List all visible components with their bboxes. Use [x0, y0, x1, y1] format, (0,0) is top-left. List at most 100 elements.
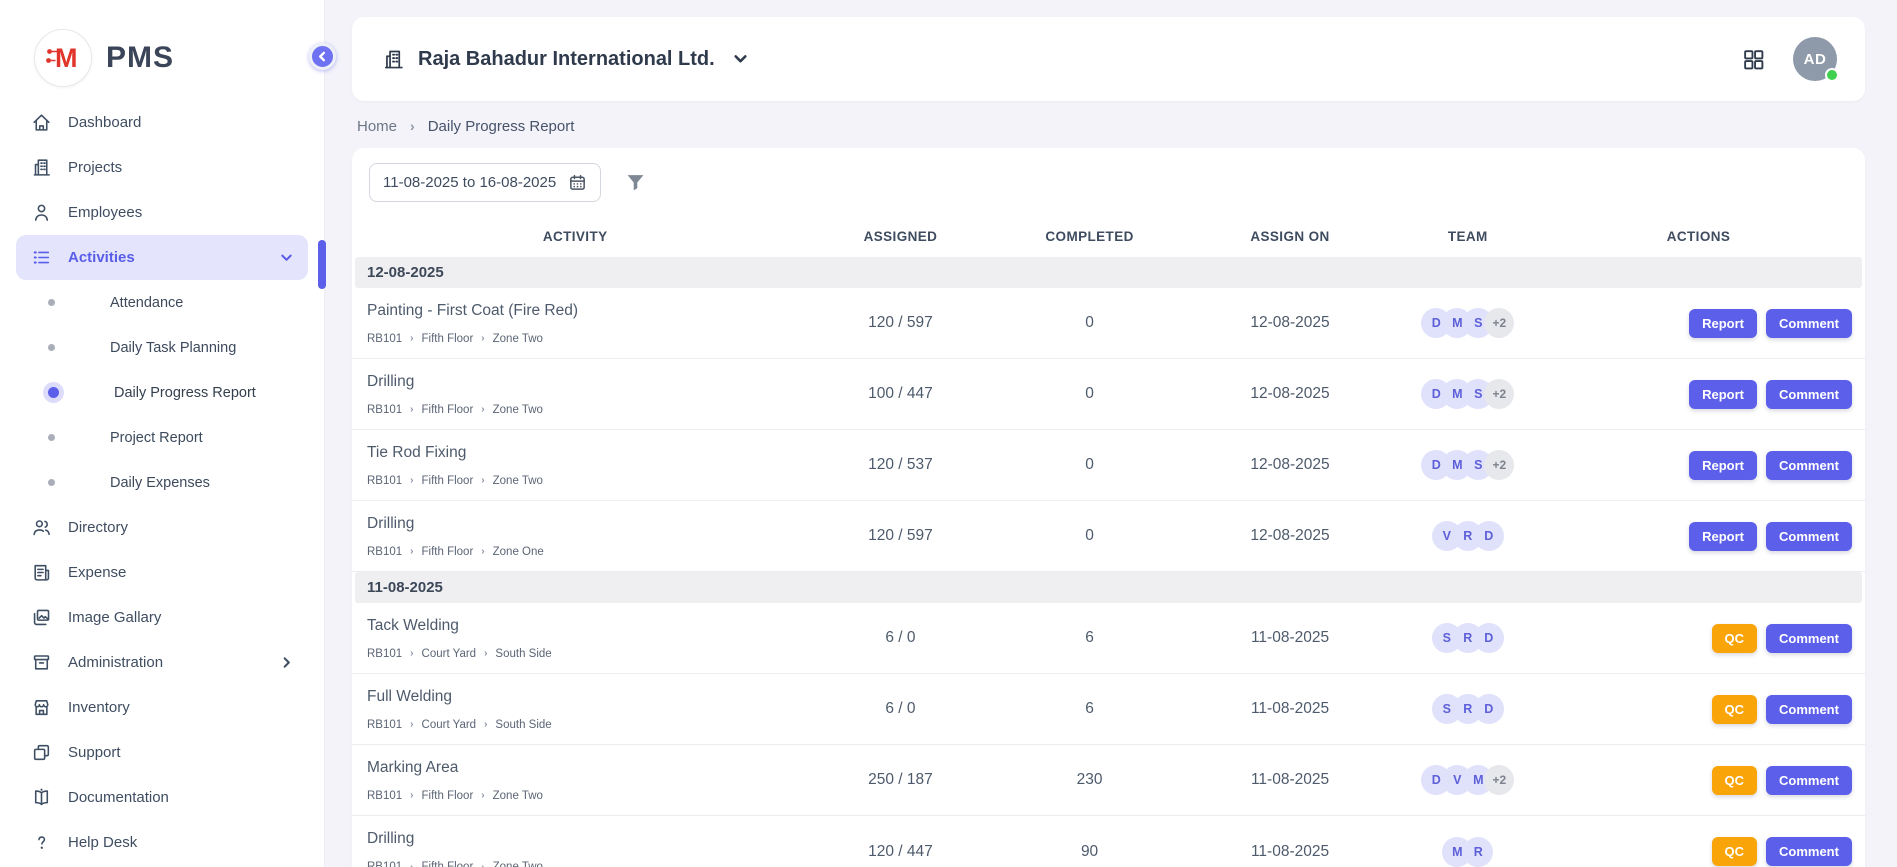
sidebar-item-image-gallary[interactable]: Image Gallary — [16, 595, 308, 640]
team-overflow-count: +2 — [1484, 450, 1514, 480]
sidebar-item-projects[interactable]: Projects — [16, 145, 308, 190]
list-icon — [30, 247, 52, 269]
team-overflow-count: +2 — [1484, 308, 1514, 338]
path-segment: Fifth Floor — [422, 333, 474, 345]
activity-title: Drilling — [367, 515, 790, 533]
comment-button[interactable]: Comment — [1766, 695, 1852, 724]
group-date-row: 12-08-2025 — [355, 257, 1862, 288]
table-row: Marking Area RB101›Fifth Floor›Zone Two … — [352, 745, 1865, 816]
path-chevron-icon: › — [481, 333, 484, 344]
sidebar-subitem-daily-expenses[interactable]: Daily Expenses — [0, 460, 324, 505]
qc-button[interactable]: QC — [1712, 837, 1758, 866]
assigned-value: 120 / 537 — [798, 456, 1002, 474]
path-chevron-icon: › — [410, 719, 413, 730]
sidebar-item-activities[interactable]: Activities — [16, 235, 308, 280]
calendar-icon — [568, 173, 587, 192]
building-icon — [382, 48, 405, 71]
team-member-avatar: D — [1474, 521, 1504, 551]
avatar[interactable]: AD — [1793, 37, 1837, 81]
path-chevron-icon: › — [410, 648, 413, 659]
table-row: Drilling RB101›Fifth Floor›Zone Two 120 … — [352, 816, 1865, 867]
sidebar-item-support[interactable]: Support — [16, 730, 308, 775]
sidebar-item-directory[interactable]: Directory — [16, 505, 308, 550]
table-row: Painting - First Coat (Fire Red) RB101›F… — [352, 288, 1865, 359]
assigned-value: 250 / 187 — [798, 771, 1002, 789]
report-button[interactable]: Report — [1689, 380, 1757, 409]
completed-value: 6 — [1003, 700, 1177, 718]
assign-on-value: 11-08-2025 — [1177, 843, 1404, 861]
sidebar-subitem-daily-task-planning[interactable]: Daily Task Planning — [0, 325, 324, 370]
sidebar-item-expense[interactable]: Expense — [16, 550, 308, 595]
apps-grid-icon[interactable] — [1742, 48, 1765, 71]
activity-path: RB101›Fifth Floor›Zone One — [367, 546, 790, 558]
path-chevron-icon: › — [410, 862, 413, 867]
comment-button[interactable]: Comment — [1766, 522, 1852, 551]
filter-funnel-icon[interactable] — [625, 172, 646, 193]
sidebar-subitem-attendance[interactable]: Attendance — [0, 280, 324, 325]
sidebar-subitem-project-report[interactable]: Project Report — [0, 415, 324, 460]
path-segment: South Side — [495, 719, 551, 731]
path-segment: Fifth Floor — [422, 404, 474, 416]
comment-button[interactable]: Comment — [1766, 380, 1852, 409]
qc-button[interactable]: QC — [1712, 766, 1758, 795]
date-range-input[interactable]: 11-08-2025 to 16-08-2025 — [369, 163, 601, 202]
path-chevron-icon: › — [481, 404, 484, 415]
breadcrumb-home-link[interactable]: Home — [357, 118, 397, 135]
chevron-down-icon — [278, 251, 294, 264]
sidebar-item-administration[interactable]: Administration — [16, 640, 308, 685]
team-avatars: MR — [1404, 837, 1533, 867]
row-actions: QC Comment — [1532, 837, 1865, 866]
assign-on-value: 12-08-2025 — [1177, 314, 1404, 332]
report-button[interactable]: Report — [1689, 309, 1757, 338]
report-button[interactable]: Report — [1689, 451, 1757, 480]
path-chevron-icon: › — [410, 333, 413, 344]
person-icon — [30, 202, 52, 224]
team-avatars: SRD — [1404, 623, 1533, 653]
path-segment: RB101 — [367, 861, 402, 867]
sidebar-collapse-button[interactable] — [309, 43, 336, 70]
sidebar-subitem-daily-progress-report[interactable]: Daily Progress Report — [0, 370, 324, 415]
svg-text:M: M — [55, 43, 78, 73]
sidebar-item-documentation[interactable]: Documentation — [16, 775, 308, 820]
table-row: Drilling RB101›Fifth Floor›Zone Two 100 … — [352, 359, 1865, 430]
path-chevron-icon: › — [484, 648, 487, 659]
activity-title: Painting - First Coat (Fire Red) — [367, 302, 790, 320]
completed-value: 0 — [1003, 456, 1177, 474]
home-icon — [30, 112, 52, 134]
online-status-dot — [1825, 68, 1839, 82]
bullet-dot — [48, 299, 55, 306]
comment-button[interactable]: Comment — [1766, 837, 1852, 866]
question-icon — [30, 832, 52, 854]
sidebar-item-employees[interactable]: Employees — [16, 190, 308, 235]
row-actions: QC Comment — [1532, 624, 1865, 653]
completed-value: 0 — [1003, 314, 1177, 332]
path-segment: Court Yard — [422, 648, 477, 660]
path-segment: RB101 — [367, 719, 402, 731]
company-selector[interactable]: Raja Bahadur International Ltd. — [382, 47, 748, 71]
filter-bar: 11-08-2025 to 16-08-2025 — [352, 148, 1865, 215]
report-button[interactable]: Report — [1689, 522, 1757, 551]
activity-title: Tack Welding — [367, 617, 790, 635]
path-segment: Court Yard — [422, 719, 477, 731]
activity-path: RB101›Fifth Floor›Zone Two — [367, 404, 790, 416]
sidebar-item-dashboard[interactable]: Dashboard — [16, 100, 308, 145]
path-segment: RB101 — [367, 790, 402, 802]
assign-on-value: 11-08-2025 — [1177, 629, 1404, 647]
team-avatars: DMS+2 — [1404, 450, 1533, 480]
team-member-avatar: D — [1474, 694, 1504, 724]
comment-button[interactable]: Comment — [1766, 451, 1852, 480]
qc-button[interactable]: QC — [1712, 624, 1758, 653]
sidebar-item-help-desk[interactable]: Help Desk — [16, 820, 308, 865]
sidebar-item-inventory[interactable]: Inventory — [16, 685, 308, 730]
active-item-indicator — [318, 240, 326, 289]
comment-button[interactable]: Comment — [1766, 309, 1852, 338]
activity-path: RB101›Court Yard›South Side — [367, 719, 790, 731]
gallery-icon — [30, 607, 52, 629]
comment-button[interactable]: Comment — [1766, 624, 1852, 653]
qc-button[interactable]: QC — [1712, 695, 1758, 724]
table-row: Tack Welding RB101›Court Yard›South Side… — [352, 603, 1865, 674]
date-range-value: 11-08-2025 to 16-08-2025 — [383, 174, 556, 191]
comment-button[interactable]: Comment — [1766, 766, 1852, 795]
path-segment: Zone Two — [493, 475, 543, 487]
assigned-value: 100 / 447 — [798, 385, 1002, 403]
